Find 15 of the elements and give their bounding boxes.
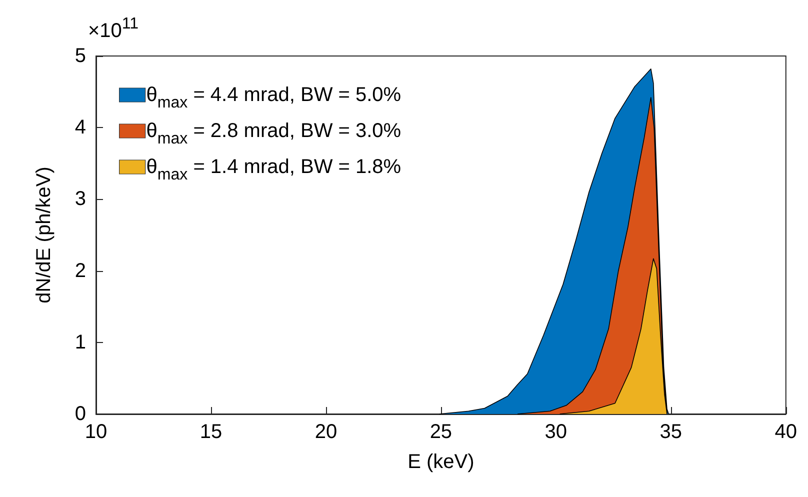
y-tick-label: 2 bbox=[74, 260, 86, 282]
y-tick-label: 5 bbox=[74, 45, 86, 67]
y-tick-label: 1 bbox=[74, 331, 86, 354]
x-tick-label: 20 bbox=[314, 421, 338, 443]
x-tick-label: 25 bbox=[430, 421, 452, 443]
y-tick-label: 0 bbox=[74, 403, 86, 425]
y-tick-label: 3 bbox=[74, 188, 86, 210]
x-tick-label: 15 bbox=[200, 421, 222, 443]
x-tick-label: 35 bbox=[660, 421, 682, 443]
x-axis-title: E (keV) bbox=[408, 451, 474, 473]
y-tick-label: 4 bbox=[74, 116, 86, 139]
x-tick-label: 10 bbox=[84, 421, 108, 443]
y-axis-title: dN/dE (ph/keV) bbox=[33, 166, 55, 304]
x-tick-label: 40 bbox=[774, 421, 797, 443]
x-tick-label: 30 bbox=[544, 421, 568, 443]
